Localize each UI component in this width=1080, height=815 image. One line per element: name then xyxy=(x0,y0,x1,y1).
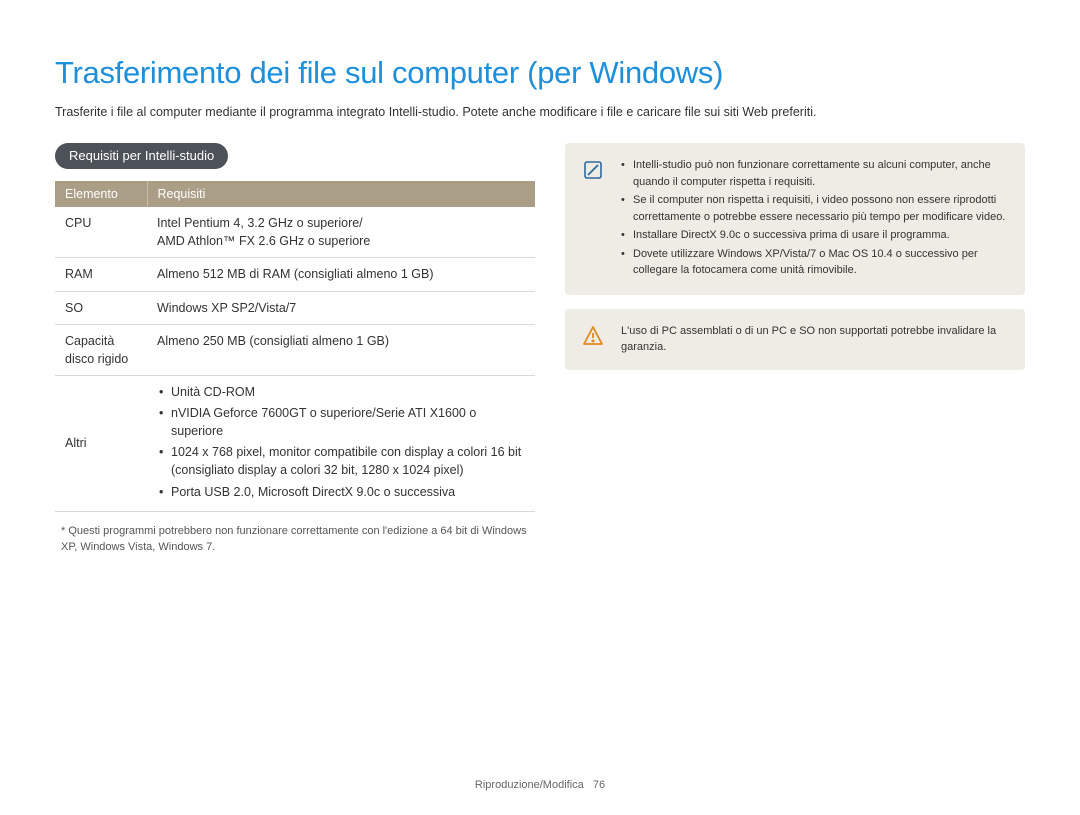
cell-key-so: SO xyxy=(55,291,147,324)
two-column-layout: Requisiti per Intelli-studio Elemento Re… xyxy=(55,143,1025,555)
table-row: CPU Intel Pentium 4, 3.2 GHz o superiore… xyxy=(55,207,535,258)
table-row: SO Windows XP SP2/Vista/7 xyxy=(55,291,535,324)
table-header-elemento: Elemento xyxy=(55,181,147,207)
cell-key-cpu: CPU xyxy=(55,207,147,258)
table-row: Capacità disco rigido Almeno 250 MB (con… xyxy=(55,324,535,375)
left-column: Requisiti per Intelli-studio Elemento Re… xyxy=(55,143,535,555)
note-list: Intelli-studio può non funzionare corret… xyxy=(621,157,1007,281)
right-column: Intelli-studio può non funzionare corret… xyxy=(565,143,1025,555)
cell-val-so: Windows XP SP2/Vista/7 xyxy=(147,291,535,324)
note-item: Installare DirectX 9.0c o successiva pri… xyxy=(621,227,1007,244)
footer-section-label: Riproduzione/Modifica xyxy=(475,779,584,791)
altri-item: 1024 x 768 pixel, monitor compatibile co… xyxy=(157,443,525,479)
cell-val-altri: Unità CD-ROM nVIDIA Geforce 7600GT o sup… xyxy=(147,375,535,511)
cell-val-cpu: Intel Pentium 4, 3.2 GHz o superiore/ AM… xyxy=(147,207,535,258)
note-icon xyxy=(582,159,604,181)
page-title: Trasferimento dei file sul computer (per… xyxy=(55,55,1025,91)
warning-text: L'uso di PC assemblati o di un PC e SO n… xyxy=(621,323,1007,356)
altri-item: Unità CD-ROM xyxy=(157,383,525,401)
cell-val-ram: Almeno 512 MB di RAM (consigliati almeno… xyxy=(147,258,535,291)
note-item: Intelli-studio può non funzionare corret… xyxy=(621,157,1007,190)
note-callout: Intelli-studio può non funzionare corret… xyxy=(565,143,1025,295)
altri-item: nVIDIA Geforce 7600GT o superiore/Serie … xyxy=(157,404,525,440)
intro-paragraph: Trasferite i file al computer mediante i… xyxy=(55,103,1025,121)
altri-list: Unità CD-ROM nVIDIA Geforce 7600GT o sup… xyxy=(157,383,525,501)
table-row: Altri Unità CD-ROM nVIDIA Geforce 7600GT… xyxy=(55,375,535,511)
warning-icon xyxy=(582,325,604,347)
note-icon-box xyxy=(579,157,607,281)
cell-key-altri: Altri xyxy=(55,375,147,511)
note-item: Se il computer non rispetta i requisiti,… xyxy=(621,192,1007,225)
footer-page-number: 76 xyxy=(593,779,605,791)
page: Trasferimento dei file sul computer (per… xyxy=(0,0,1080,815)
altri-item: Porta USB 2.0, Microsoft DirectX 9.0c o … xyxy=(157,483,525,501)
cell-val-hdd: Almeno 250 MB (consigliati almeno 1 GB) xyxy=(147,324,535,375)
table-row: RAM Almeno 512 MB di RAM (consigliati al… xyxy=(55,258,535,291)
warning-icon-box xyxy=(579,323,607,356)
cell-key-hdd: Capacità disco rigido xyxy=(55,324,147,375)
warning-callout: L'uso di PC assemblati o di un PC e SO n… xyxy=(565,309,1025,370)
section-heading-pill: Requisiti per Intelli-studio xyxy=(55,143,228,169)
footnote: * Questi programmi potrebbero non funzio… xyxy=(55,524,535,556)
page-footer: Riproduzione/Modifica 76 xyxy=(0,779,1080,791)
requirements-table: Elemento Requisiti CPU Intel Pentium 4, … xyxy=(55,181,535,512)
cell-key-ram: RAM xyxy=(55,258,147,291)
table-header-requisiti: Requisiti xyxy=(147,181,535,207)
note-item: Dovete utilizzare Windows XP/Vista/7 o M… xyxy=(621,246,1007,279)
